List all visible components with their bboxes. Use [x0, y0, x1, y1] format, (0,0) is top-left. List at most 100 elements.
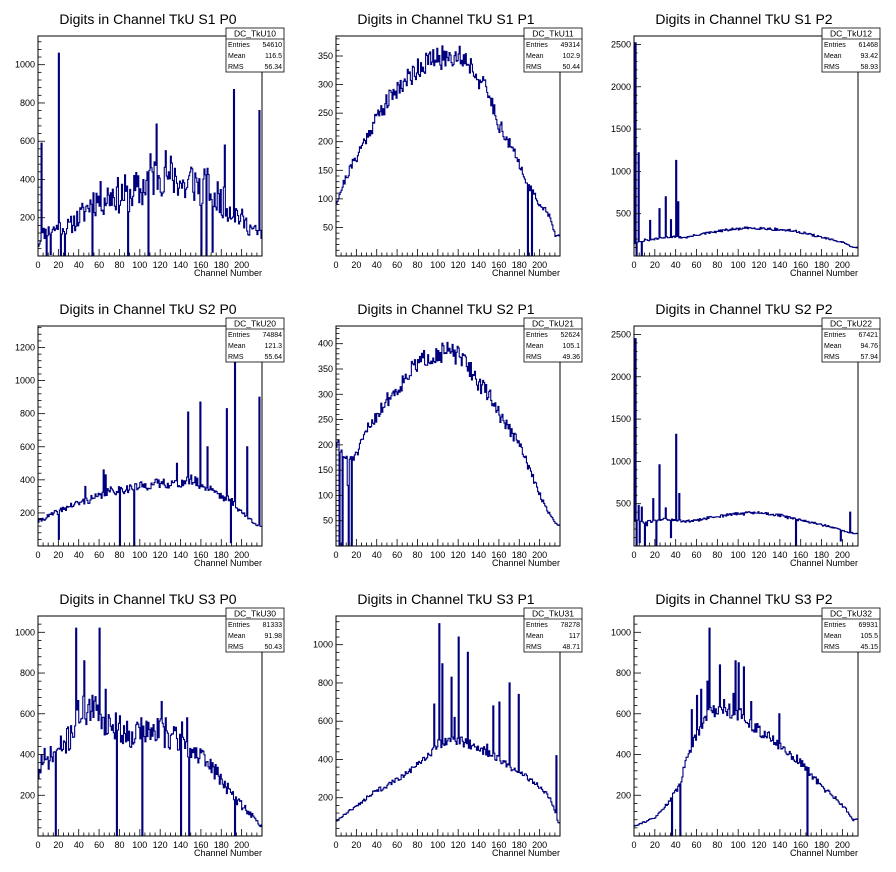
- x-tick-label: 40: [671, 840, 681, 850]
- stats-label-rms: RMS: [824, 644, 840, 651]
- x-tick-label: 140: [772, 260, 787, 270]
- plot-frame: [633, 615, 859, 837]
- stats-value-entries: 49314: [561, 42, 581, 49]
- x-tick-label: 40: [74, 550, 84, 560]
- chart-title: Digits in Channel TkU S1 P2: [655, 11, 832, 27]
- y-tick-label: 600: [318, 716, 333, 726]
- x-tick-label: 100: [430, 840, 445, 850]
- x-tick-label: 120: [153, 550, 168, 560]
- y-tick-label: 400: [318, 339, 333, 349]
- x-tick-label: 160: [193, 550, 208, 560]
- histogram-pad-dc-tku20: Digits in Channel TkU S2 P0 0 20 40 60 80 100 1…: [0, 292, 298, 582]
- stats-label-rms: RMS: [526, 354, 542, 361]
- stats-box: DC_TkU11 Entries 49314 Mean 102.9 RMS 50.44: [523, 27, 583, 73]
- x-tick-label: 100: [132, 840, 147, 850]
- stats-value-entries: 61468: [859, 42, 879, 49]
- y-tick-label: 800: [616, 668, 631, 678]
- y-tick-label: 400: [318, 754, 333, 764]
- stats-label-mean: Mean: [526, 633, 544, 640]
- x-tick-label: 120: [153, 840, 168, 850]
- histogram-svg: Digits in Channel TkU S1 P0 0 20 40 60 80 100 1…: [15, 11, 285, 278]
- x-tick-label: 40: [74, 260, 84, 270]
- y-tick-label: 1000: [15, 376, 35, 386]
- chart-title: Digits in Channel TkU S2 P0: [59, 301, 236, 317]
- stats-value-entries: 81333: [263, 622, 283, 629]
- histogram-series-line: [336, 45, 560, 257]
- x-tick-label: 60: [94, 840, 104, 850]
- x-tick-label: 60: [692, 550, 702, 560]
- stats-histogram-name: DC_TkU10: [234, 29, 276, 39]
- x-tick-label: 100: [430, 260, 445, 270]
- stats-histogram-name: DC_TkU12: [830, 29, 872, 39]
- x-tick-label: 80: [114, 840, 124, 850]
- x-tick-label: 100: [132, 550, 147, 560]
- chart-title: Digits in Channel TkU S3 P0: [59, 591, 236, 607]
- histogram-pad-dc-tku21: Digits in Channel TkU S2 P1 0 20 40 60 80 100 1…: [298, 292, 596, 582]
- y-tick-label: 50: [323, 222, 333, 232]
- stats-value-rms: 55.64: [264, 354, 282, 361]
- x-tick-label: 100: [731, 260, 746, 270]
- x-tick-label: 100: [430, 550, 445, 560]
- x-tick-label: 140: [173, 550, 188, 560]
- histogram-pad-dc-tku32: Digits in Channel TkU S3 P2 0 20 40 60 80 100 1…: [596, 582, 894, 872]
- x-tick-label: 200: [532, 260, 547, 270]
- x-tick-label: 0: [35, 840, 40, 850]
- y-tick-label: 250: [318, 108, 333, 118]
- stats-value-mean: 93.42: [860, 53, 878, 60]
- stats-value-rms: 57.94: [860, 354, 878, 361]
- y-tick-label: 200: [616, 790, 631, 800]
- y-tick-label: 2000: [611, 372, 631, 382]
- stats-label-entries: Entries: [228, 332, 250, 339]
- x-tick-label: 160: [193, 840, 208, 850]
- histogram-pad-dc-tku22: Digits in Channel TkU S2 P2 0 20 40 60 80 100 1…: [596, 292, 894, 582]
- x-tick-label: 20: [53, 550, 63, 560]
- stats-value-entries: 69931: [859, 622, 879, 629]
- y-tick-label: 200: [20, 790, 35, 800]
- y-tick-label: 50: [323, 516, 333, 526]
- stats-label-rms: RMS: [228, 644, 244, 651]
- x-tick-label: 20: [351, 260, 361, 270]
- x-tick-label: 0: [333, 840, 338, 850]
- x-tick-label: 160: [193, 260, 208, 270]
- y-tick-label: 1000: [611, 456, 631, 466]
- x-tick-label: 20: [351, 840, 361, 850]
- histogram-pad-dc-tku31: Digits in Channel TkU S3 P1 0 20 40 60 80 100 1…: [298, 582, 596, 872]
- x-tick-label: 100: [731, 840, 746, 850]
- histogram-svg: Digits in Channel TkU S3 P2 0 20 40 60 80 100 1…: [611, 591, 881, 858]
- x-tick-label: 180: [214, 260, 229, 270]
- y-tick-label: 350: [318, 364, 333, 374]
- stats-box: DC_TkU31 Entries 78278 Mean 117 RMS 48.71: [523, 607, 583, 653]
- stats-label-entries: Entries: [824, 622, 846, 629]
- x-tick-label: 80: [412, 550, 422, 560]
- y-tick-label: 1200: [15, 343, 35, 353]
- x-tick-label: 20: [650, 550, 660, 560]
- histogram-svg: Digits in Channel TkU S2 P2 0 20 40 60 80 100 1…: [611, 301, 881, 568]
- x-tick-label: 200: [532, 840, 547, 850]
- chart-title: Digits in Channel TkU S3 P2: [655, 591, 832, 607]
- y-tick-label: 400: [20, 475, 35, 485]
- y-tick-label: 1000: [611, 166, 631, 176]
- stats-label-mean: Mean: [526, 343, 544, 350]
- stats-label-mean: Mean: [228, 53, 246, 60]
- x-tick-label: 180: [814, 840, 829, 850]
- stats-value-mean: 116.5: [265, 53, 282, 60]
- stats-label-rms: RMS: [526, 64, 542, 71]
- y-tick-label: 200: [318, 137, 333, 147]
- histogram-svg: Digits in Channel TkU S2 P1 0 20 40 60 80 100 1…: [318, 301, 583, 568]
- x-tick-label: 160: [491, 550, 506, 560]
- chart-title: Digits in Channel TkU S2 P1: [357, 301, 534, 317]
- y-tick-label: 100: [318, 194, 333, 204]
- y-tick-label: 150: [318, 465, 333, 475]
- histogram-series-line: [634, 627, 858, 837]
- x-tick-label: 160: [793, 260, 808, 270]
- stats-value-entries: 74884: [263, 332, 283, 339]
- y-tick-label: 350: [318, 51, 333, 61]
- stats-histogram-name: DC_TkU31: [532, 609, 574, 619]
- stats-value-mean: 94.76: [860, 343, 878, 350]
- x-tick-label: 140: [173, 840, 188, 850]
- x-tick-label: 80: [712, 260, 722, 270]
- x-tick-label: 40: [74, 840, 84, 850]
- stats-value-rms: 50.43: [264, 644, 282, 651]
- stats-value-mean: 117: [569, 633, 580, 640]
- stats-value-rms: 56.34: [264, 64, 282, 71]
